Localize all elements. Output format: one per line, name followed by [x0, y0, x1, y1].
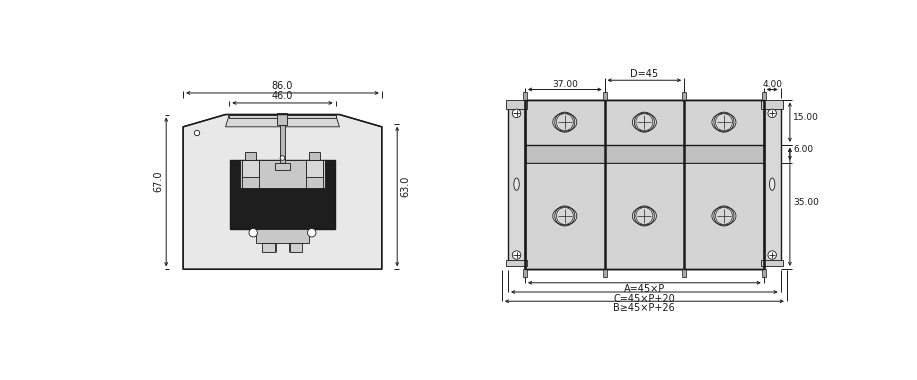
Bar [262, 243, 275, 252]
Bar [256, 229, 309, 243]
Text: 86.0: 86.0 [271, 81, 293, 92]
Bar [525, 163, 764, 269]
Circle shape [635, 114, 653, 131]
Ellipse shape [514, 178, 519, 190]
Text: 15.00: 15.00 [793, 113, 819, 122]
Bar [602, 92, 606, 100]
Bar [229, 114, 336, 117]
Text: 6.00: 6.00 [793, 145, 813, 154]
Polygon shape [183, 114, 381, 269]
Ellipse shape [633, 113, 657, 131]
Bar [290, 243, 303, 252]
Bar [525, 100, 764, 145]
Bar [506, 260, 527, 266]
Bar [240, 160, 325, 188]
Bar [278, 113, 287, 125]
Text: 37.00: 37.00 [552, 80, 578, 89]
Bar [525, 145, 764, 163]
Circle shape [249, 228, 258, 237]
Bar [761, 100, 783, 109]
Text: 67.0: 67.0 [153, 170, 163, 192]
Circle shape [768, 251, 777, 259]
Bar [245, 152, 256, 160]
Circle shape [194, 130, 200, 136]
Bar [682, 269, 686, 277]
Ellipse shape [633, 207, 657, 225]
Ellipse shape [553, 113, 577, 131]
Circle shape [307, 228, 316, 237]
Text: 35.00: 35.00 [793, 198, 819, 207]
Ellipse shape [769, 178, 775, 190]
Circle shape [557, 207, 573, 225]
Bar [275, 163, 290, 170]
Text: 4.00: 4.00 [762, 80, 782, 89]
Circle shape [715, 207, 733, 225]
Bar [280, 125, 285, 163]
Ellipse shape [712, 113, 736, 131]
Circle shape [513, 109, 521, 117]
Ellipse shape [712, 207, 736, 225]
Bar [525, 100, 764, 269]
Circle shape [281, 156, 285, 160]
Bar [762, 92, 766, 100]
Ellipse shape [553, 207, 577, 225]
Bar [602, 269, 606, 277]
Bar [762, 269, 766, 277]
Text: C=45×P+20: C=45×P+20 [613, 293, 675, 304]
Polygon shape [226, 114, 339, 127]
Bar [508, 106, 525, 263]
Text: B≥45×P+26: B≥45×P+26 [613, 303, 675, 313]
Text: D=45: D=45 [630, 69, 658, 79]
Circle shape [635, 207, 653, 225]
Text: 63.0: 63.0 [401, 175, 410, 196]
Circle shape [768, 109, 777, 117]
Bar [764, 106, 780, 263]
Bar [761, 260, 783, 266]
Bar [523, 269, 527, 277]
Bar [682, 92, 686, 100]
Bar [306, 160, 324, 176]
Bar [523, 92, 527, 100]
Text: A=45×P: A=45×P [624, 284, 665, 294]
Circle shape [557, 114, 573, 131]
Bar [506, 100, 527, 109]
Circle shape [513, 251, 521, 259]
Circle shape [715, 114, 733, 131]
Bar [309, 152, 320, 160]
Bar [525, 100, 764, 269]
Bar [230, 160, 335, 229]
Bar [242, 160, 259, 176]
Text: 46.0: 46.0 [271, 92, 293, 101]
